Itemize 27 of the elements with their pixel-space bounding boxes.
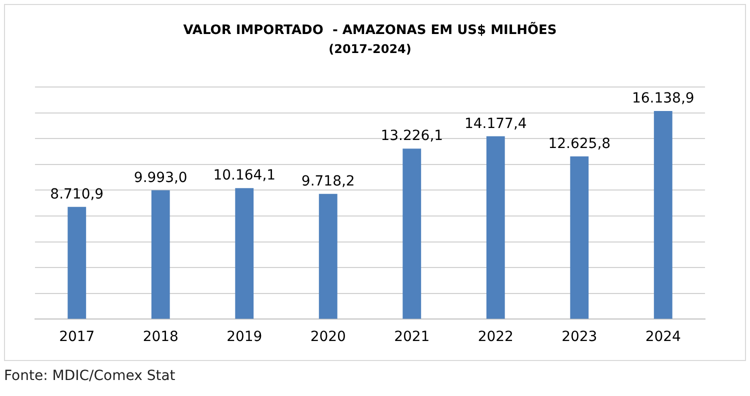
x-tick-label: 2023 bbox=[562, 329, 598, 346]
x-tick-label: 2018 bbox=[142, 329, 178, 346]
bar bbox=[402, 148, 422, 319]
bar bbox=[68, 206, 86, 319]
bar bbox=[486, 136, 505, 319]
bar bbox=[151, 190, 170, 319]
chart-title: VALOR IMPORTADO - AMAZONAS EM US$ MILHÕES bbox=[183, 21, 557, 38]
data-label: 13.226,1 bbox=[380, 128, 444, 144]
x-tick-label: 2020 bbox=[310, 329, 346, 346]
bar bbox=[235, 188, 254, 319]
data-label: 9.718,2 bbox=[301, 173, 355, 190]
bar bbox=[570, 156, 589, 319]
source-note: Fonte: MDIC/Comex Stat bbox=[4, 368, 176, 384]
x-tick-label: 2022 bbox=[478, 329, 514, 346]
chart-subtitle: (2017-2024) bbox=[328, 42, 412, 56]
data-label: 16.138,9 bbox=[632, 90, 694, 107]
x-tick-label: 2017 bbox=[59, 329, 95, 346]
data-label: 12.625,8 bbox=[548, 136, 611, 152]
x-tick-label: 2021 bbox=[394, 329, 430, 346]
x-tick-label: 2019 bbox=[226, 329, 262, 346]
x-tick-label: 2024 bbox=[645, 329, 682, 346]
data-label: 8.710,9 bbox=[50, 186, 104, 202]
data-label: 9.993,0 bbox=[134, 170, 188, 186]
bar bbox=[318, 194, 338, 319]
bar bbox=[654, 111, 672, 319]
data-label: 10.164,1 bbox=[213, 168, 276, 184]
data-label: 14.177,4 bbox=[464, 116, 527, 132]
